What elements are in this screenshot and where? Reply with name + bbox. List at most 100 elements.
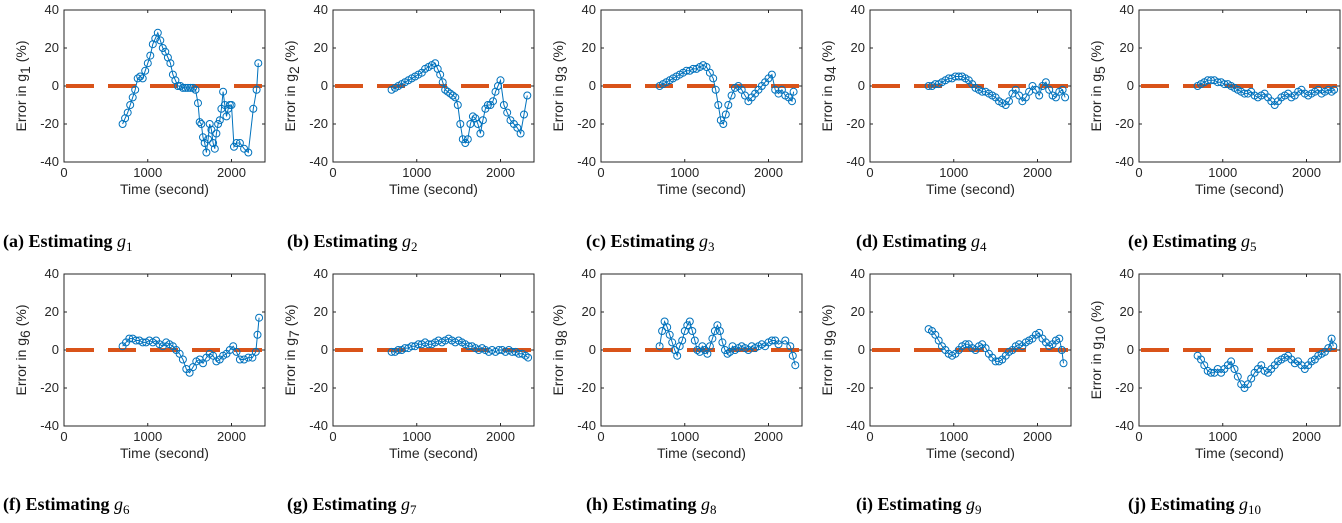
y-tick-label: 20 xyxy=(851,40,865,55)
y-tick-label: -20 xyxy=(40,116,59,131)
panel-caption: (g) Estimating g7 xyxy=(287,494,417,517)
data-point xyxy=(693,346,702,354)
x-tick-label: 2000 xyxy=(1023,165,1052,180)
data-point xyxy=(448,91,457,100)
y-tick-label: 0 xyxy=(858,342,865,357)
panel-j: 0 1000 2000 -40 -20 0 20 40 Time (second) Error i… xyxy=(1088,266,1341,517)
y-axis-label: Error in g4 (%) xyxy=(819,40,839,131)
data-point xyxy=(668,338,677,347)
data-point xyxy=(133,74,142,83)
panel-g: 0 1000 2000 -40 -20 0 20 40 Time (second) Error i… xyxy=(282,266,535,517)
y-tick-label: 20 xyxy=(582,40,596,55)
data-point xyxy=(207,125,216,134)
data-point xyxy=(199,359,207,368)
x-axis-label: Time (second) xyxy=(926,181,1015,197)
y-tick-label: -20 xyxy=(1115,116,1134,131)
y-axis-label: Error in g1 (%) xyxy=(13,40,33,131)
x-axis-label: Time (second) xyxy=(1195,445,1284,461)
data-point xyxy=(774,340,783,349)
data-point xyxy=(1045,85,1054,94)
data-point xyxy=(961,340,970,349)
x-axis-label: Time (second) xyxy=(389,445,478,461)
data-point xyxy=(1059,359,1068,368)
data-point xyxy=(166,59,175,68)
data-point xyxy=(138,74,147,83)
y-tick-label: 40 xyxy=(851,2,865,17)
y-tick-label: -40 xyxy=(846,418,865,433)
data-point xyxy=(489,97,497,106)
data-point xyxy=(463,135,472,144)
y-tick-label: -20 xyxy=(309,116,328,131)
y-tick-label: 0 xyxy=(589,342,596,357)
data-point xyxy=(715,327,724,335)
data-point xyxy=(520,110,528,119)
panel-h: 0 1000 2000 -40 -20 0 20 40 Time (second) Error i… xyxy=(550,266,803,517)
y-tick-label: 40 xyxy=(1120,266,1134,281)
data-point xyxy=(702,63,711,71)
data-point xyxy=(678,336,687,345)
data-point xyxy=(173,82,182,90)
data-point xyxy=(194,99,202,108)
x-tick-label: 2000 xyxy=(486,165,515,180)
series-line xyxy=(928,76,1066,106)
data-point xyxy=(1200,361,1209,370)
data-point xyxy=(931,330,940,339)
data-point xyxy=(212,129,221,138)
data-point xyxy=(131,85,140,94)
data-point xyxy=(1051,93,1060,102)
y-tick-label: 40 xyxy=(582,2,596,17)
data-point xyxy=(244,353,253,362)
data-point xyxy=(521,351,530,360)
data-point xyxy=(441,85,450,94)
x-tick-label: 2000 xyxy=(486,429,515,444)
data-point xyxy=(185,368,194,377)
x-tick-label: 1000 xyxy=(1208,429,1237,444)
data-point xyxy=(235,355,244,364)
data-point xyxy=(788,97,796,106)
data-point xyxy=(189,83,197,92)
data-point xyxy=(523,91,532,100)
y-tick-label: 40 xyxy=(314,2,328,17)
panel-caption: (a) Estimating g1 xyxy=(3,231,133,254)
data-point xyxy=(685,317,694,326)
data-point xyxy=(476,129,485,138)
data-point xyxy=(690,336,699,345)
data-point xyxy=(191,85,200,94)
y-tick-label: 0 xyxy=(321,342,328,357)
data-point xyxy=(777,85,786,94)
x-axis-label: Time (second) xyxy=(1195,181,1284,197)
y-tick-label: 0 xyxy=(52,342,59,357)
x-tick-label: 1000 xyxy=(670,429,699,444)
x-tick-label: 1000 xyxy=(1208,165,1237,180)
data-point xyxy=(254,59,263,68)
data-point xyxy=(205,120,214,128)
x-axis-label: Time (second) xyxy=(926,445,1015,461)
data-point xyxy=(209,139,218,147)
data-point xyxy=(688,327,697,335)
data-point xyxy=(253,330,262,339)
data-point xyxy=(665,330,674,339)
x-tick-label: 2000 xyxy=(217,429,246,444)
data-point xyxy=(1327,87,1336,96)
data-point xyxy=(709,74,718,83)
y-tick-label: 20 xyxy=(314,304,328,319)
data-point xyxy=(714,101,723,109)
x-tick-label: 0 xyxy=(597,429,604,444)
data-point xyxy=(176,82,185,90)
data-point xyxy=(248,353,257,362)
data-point xyxy=(446,89,455,98)
data-point xyxy=(1330,85,1339,94)
y-tick-label: 20 xyxy=(45,40,59,55)
data-point xyxy=(658,327,667,335)
y-tick-label: -40 xyxy=(577,154,596,169)
panel-caption: (b) Estimating g2 xyxy=(287,231,418,254)
data-point xyxy=(655,342,664,351)
x-axis-label: Time (second) xyxy=(657,181,746,197)
data-point xyxy=(516,129,525,138)
x-tick-label: 2000 xyxy=(1023,429,1052,444)
y-tick-label: -20 xyxy=(846,380,865,395)
data-point xyxy=(453,101,462,109)
x-tick-label: 2000 xyxy=(754,429,783,444)
data-point xyxy=(146,51,155,60)
